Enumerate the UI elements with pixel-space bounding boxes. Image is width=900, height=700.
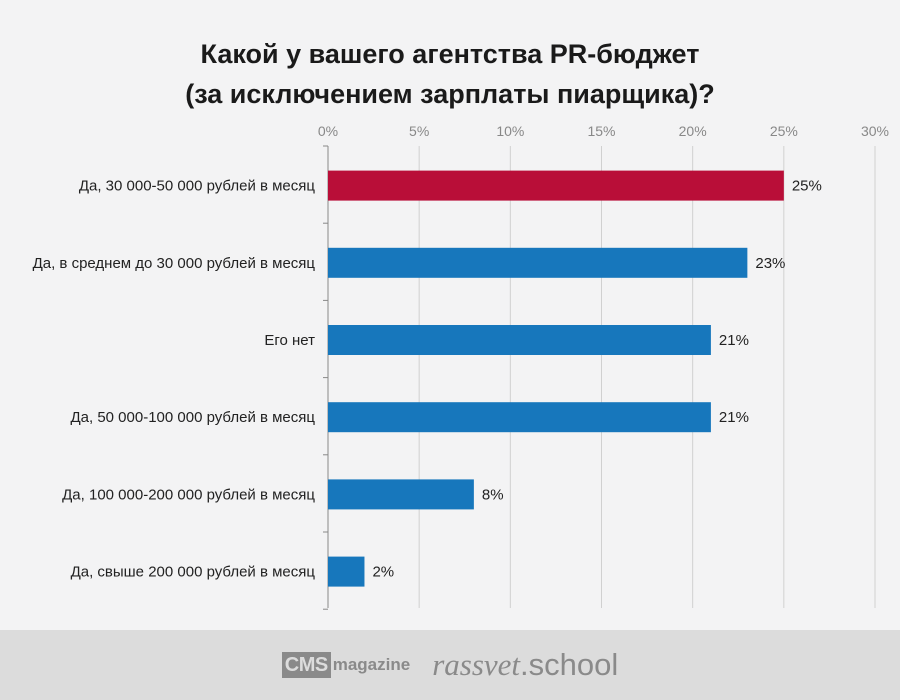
chart-title-line-2: (за исключением зарплаты пиарщика)? xyxy=(185,79,715,109)
category-label: Да, 30 000-50 000 рублей в месяц xyxy=(79,178,316,195)
cms-magazine-logo: CMS magazine xyxy=(281,652,411,678)
category-label: Да, свыше 200 000 рублей в месяц xyxy=(71,564,316,581)
value-label: 2% xyxy=(372,564,394,581)
x-tick-label: 0% xyxy=(318,123,338,139)
chart-title-line-1: Какой у вашего агентства PR-бюджет xyxy=(200,39,700,69)
value-label: 23% xyxy=(755,255,785,272)
value-label: 21% xyxy=(719,332,749,349)
bar-chart: 0% 5% 10% 15% 20% 25% 30% Да, 30 000-50 000 руб… xyxy=(33,123,889,610)
x-tick-label: 10% xyxy=(496,123,524,139)
bar xyxy=(328,479,474,510)
rassvet-logo-plain: .school xyxy=(520,647,619,682)
bar xyxy=(328,170,784,201)
x-tick-label: 25% xyxy=(770,123,798,139)
bar xyxy=(328,325,711,355)
rassvet-logo-italic: rassvet xyxy=(432,647,521,682)
x-tick-label: 20% xyxy=(679,123,707,139)
cms-logo-text: magazine xyxy=(332,655,411,674)
category-label: Его нет xyxy=(264,332,315,349)
category-label: Да, 50 000-100 000 рублей в месяц xyxy=(70,409,315,426)
cms-logo-box: CMS xyxy=(281,652,331,678)
category-label: Да, 100 000-200 000 рублей в месяц xyxy=(62,486,315,503)
bar xyxy=(328,247,748,278)
chart-title: Какой у вашего агентства PR-бюджет (за и… xyxy=(0,34,900,114)
category-label: Да, в среднем до 30 000 рублей в месяц xyxy=(33,255,316,272)
x-tick-label: 15% xyxy=(587,123,615,139)
value-label: 25% xyxy=(792,178,822,195)
value-label: 8% xyxy=(482,486,504,503)
footer: CMS magazine rassvet.school xyxy=(0,630,900,700)
bar xyxy=(328,402,711,433)
bar xyxy=(328,556,365,587)
x-tick-label: 5% xyxy=(409,123,429,139)
rassvet-school-logo: rassvet.school xyxy=(432,647,618,683)
x-tick-label: 30% xyxy=(861,123,889,139)
value-label: 21% xyxy=(719,409,749,426)
